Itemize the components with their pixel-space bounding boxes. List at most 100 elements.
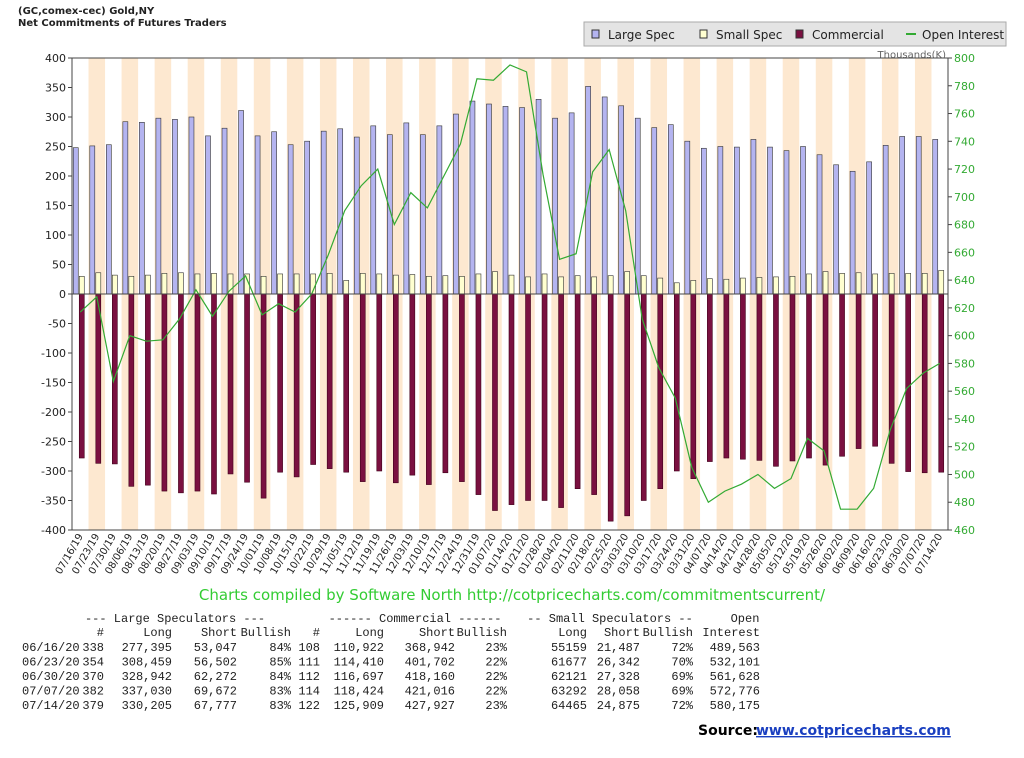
- bar: [701, 147, 707, 295]
- bar: [112, 274, 118, 295]
- bar: [89, 145, 96, 295]
- table-cell: 370: [82, 670, 104, 684]
- bar: [673, 282, 680, 295]
- bar: [277, 273, 283, 295]
- bar: [238, 110, 244, 295]
- table-cell: 337,030: [122, 685, 172, 699]
- bar: [756, 277, 763, 295]
- table-cell: 62,272: [194, 670, 237, 684]
- y2-tick-label: 760: [954, 108, 975, 121]
- table-cell: 114: [298, 685, 320, 699]
- y2-tick-label: 660: [954, 246, 975, 259]
- table-cell: 427,927: [405, 699, 455, 713]
- table-cell: 22%: [485, 656, 507, 670]
- table-cell: 06/23/20: [22, 656, 80, 670]
- bar: [95, 272, 102, 295]
- bar: [938, 270, 945, 295]
- table-cell: 354: [82, 656, 104, 670]
- table-cell: 84%: [269, 641, 291, 655]
- y2-tick-label: 500: [954, 468, 975, 481]
- bar: [426, 275, 432, 295]
- bar: [293, 273, 300, 295]
- bar: [773, 276, 779, 295]
- bar: [541, 293, 548, 501]
- y2-tick-label: 700: [954, 191, 975, 204]
- source-label: Source:: [698, 723, 758, 739]
- table-cell: 580,175: [710, 699, 760, 713]
- bar: [767, 146, 773, 295]
- table-cell: 64465: [551, 699, 587, 713]
- y2-tick-label: 560: [954, 385, 975, 398]
- bar: [690, 293, 697, 479]
- bar: [740, 277, 746, 295]
- table-group: ------ Commercial ------: [329, 612, 502, 626]
- bar: [409, 293, 416, 476]
- table-cell: 111: [298, 656, 320, 670]
- bar: [508, 293, 515, 505]
- y-tick-label: -300: [41, 465, 66, 478]
- bar: [673, 293, 680, 472]
- bar: [905, 273, 911, 295]
- bar: [690, 280, 697, 295]
- bar: [667, 124, 674, 295]
- table-header: Long: [355, 626, 384, 640]
- bar: [502, 106, 509, 295]
- bar: [707, 278, 713, 295]
- bar: [921, 293, 928, 474]
- bar: [78, 293, 85, 459]
- y2-tick-label: 720: [954, 163, 975, 176]
- table-cell: 24,875: [597, 699, 640, 713]
- bar: [717, 146, 724, 295]
- table-cell: 21,487: [597, 641, 640, 655]
- bar: [574, 293, 581, 489]
- bar: [227, 293, 234, 475]
- table-cell: 56,502: [194, 656, 237, 670]
- bar: [657, 277, 664, 295]
- bar: [211, 293, 217, 495]
- bar: [866, 161, 872, 295]
- bar: [640, 275, 647, 295]
- bar: [525, 276, 531, 295]
- y2-tick-label: 600: [954, 330, 975, 343]
- bar: [370, 125, 377, 295]
- bar: [139, 122, 145, 295]
- table-group: Open: [731, 612, 760, 626]
- y2-tick-label: 680: [954, 219, 975, 232]
- table-cell: 69%: [671, 685, 693, 699]
- bar: [607, 293, 614, 522]
- legend-label: Large Spec: [608, 28, 675, 42]
- bar: [161, 273, 168, 295]
- bar: [508, 274, 515, 295]
- y-tick-label: 400: [45, 52, 66, 65]
- bar: [822, 271, 829, 295]
- source-link[interactable]: www.cotpricecharts.com: [756, 723, 951, 739]
- table-cell: 572,776: [710, 685, 760, 699]
- bar: [211, 273, 217, 295]
- open-interest-line: [79, 64, 941, 510]
- y-tick-label: 150: [45, 200, 66, 213]
- bar: [205, 135, 211, 295]
- y-tick-label: -150: [41, 377, 66, 390]
- bar: [839, 293, 845, 457]
- bar: [172, 119, 178, 295]
- bar: [657, 293, 664, 489]
- bar: [409, 274, 416, 295]
- legend-box: [583, 21, 1007, 47]
- bar: [525, 293, 531, 501]
- y2-tick-label: 620: [954, 302, 975, 315]
- table-cell: 108: [298, 641, 320, 655]
- bar: [607, 275, 614, 295]
- bar: [882, 145, 889, 295]
- table-header: Short: [201, 626, 237, 640]
- bar: [122, 121, 129, 295]
- bar: [343, 280, 350, 295]
- bar: [756, 293, 763, 461]
- bar: [723, 293, 730, 459]
- y-tick-label: 300: [45, 111, 66, 124]
- table-cell: 63292: [551, 685, 587, 699]
- bar: [178, 272, 184, 295]
- table-cell: 22%: [485, 685, 507, 699]
- bar: [106, 144, 112, 295]
- bar: [260, 293, 267, 499]
- bar: [783, 150, 790, 295]
